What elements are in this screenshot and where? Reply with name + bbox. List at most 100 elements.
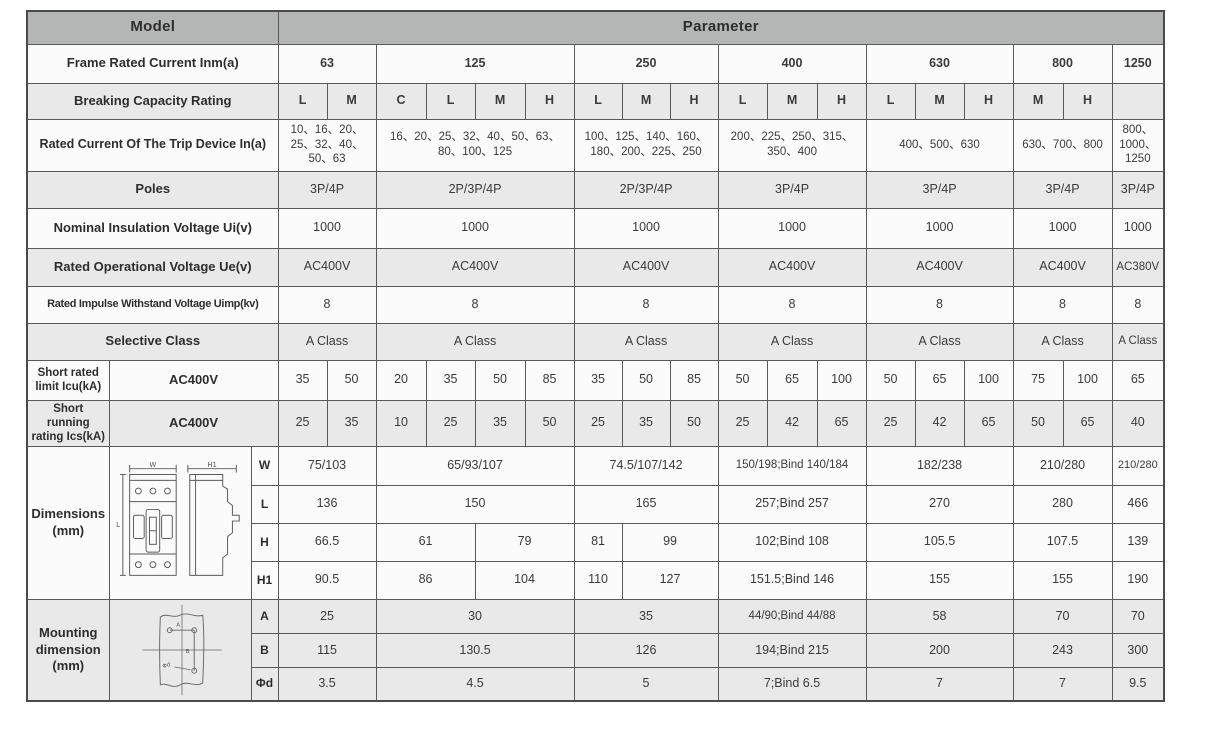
- dim-w-cell: 74.5/107/142: [573, 445, 719, 486]
- dim-h-cell: 99: [621, 522, 719, 562]
- mount-b-cell: 200: [865, 633, 1014, 668]
- breaking-grade-cell: H: [963, 82, 1014, 120]
- poles-value-cell: 3P/4P: [277, 170, 377, 209]
- dim-h1-cell: 151.5;Bind 146: [717, 560, 867, 600]
- uimp-value-cell: 8: [717, 285, 867, 324]
- ics-value-cell: 50: [1012, 399, 1064, 447]
- header-row: Model Parameter: [26, 10, 1165, 45]
- ics-value-cell: 50: [669, 399, 719, 447]
- mount-b-cell: 243: [1012, 633, 1113, 668]
- breaking-grade-cell: H: [1062, 82, 1113, 120]
- dim-h-cell: 107.5: [1012, 522, 1113, 562]
- ui-value-cell: 1000: [277, 207, 377, 249]
- model-header-cell: Model: [26, 10, 279, 45]
- ics-value-cell: 65: [1062, 399, 1113, 447]
- mount-d-cell: 5: [573, 666, 719, 702]
- icu-value-cell: 65: [766, 359, 818, 401]
- dim-h1-cell: 155: [865, 560, 1014, 600]
- poles-value-cell: 3P/4P: [1111, 170, 1165, 209]
- icu-value-cell: 50: [865, 359, 916, 401]
- mount-d-cell: 3.5: [277, 666, 377, 702]
- dim-w-cell: 210/280: [1012, 445, 1113, 486]
- diagram-l-label: L: [116, 521, 120, 529]
- mount-b-cell: 130.5: [375, 633, 575, 668]
- dim-l-cell: 150: [375, 484, 575, 524]
- ui-value-cell: 1000: [865, 207, 1014, 249]
- selective-value-cell: A Class: [717, 322, 867, 361]
- selective-row-label: Selective Class: [26, 322, 279, 361]
- trip-current-row: Rated Current Of The Trip Device In(a) 1…: [26, 118, 1165, 172]
- mount-a-cell: 35: [573, 598, 719, 635]
- mounting-hole-diagram: A B Φd: [141, 604, 222, 695]
- dim-l-cell: 280: [1012, 484, 1113, 524]
- dim-l-cell: 466: [1111, 484, 1165, 524]
- mount-b-label: B: [185, 648, 189, 654]
- spec-table: Model Parameter Frame Rated Current Inm(…: [26, 10, 1166, 702]
- mount-d-row: Φd 3.5 4.5 5 7;Bind 6.5 7 7 9.5: [27, 666, 1165, 702]
- ics-value-cell: 35: [621, 399, 671, 447]
- mount-a-cell: 30: [375, 598, 575, 635]
- poles-row-label: Poles: [26, 170, 279, 209]
- ics-row: Short running rating Ics(kA) AC400V 25 3…: [26, 399, 1165, 447]
- ics-value-cell: 42: [914, 399, 965, 447]
- mount-b-cell: 126: [573, 633, 719, 668]
- trip-value-cell: 16、20、25、32、40、50、63、80、100、125: [375, 118, 575, 172]
- breaking-grade-cell: M: [914, 82, 965, 120]
- ics-value-cell: 50: [524, 399, 575, 447]
- breaking-grade-cell: L: [425, 82, 476, 120]
- frame-value-cell: 800: [1012, 43, 1113, 84]
- breaking-capacity-row: Breaking Capacity Rating L M C L M H L M…: [26, 82, 1165, 120]
- dim-h1-cell: 110: [573, 560, 623, 600]
- breaking-grade-cell: C: [375, 82, 427, 120]
- mount-b-cell: 194;Bind 215: [717, 633, 867, 668]
- mount-d-cell: 7;Bind 6.5: [717, 666, 867, 702]
- breaking-grade-cell: M: [474, 82, 526, 120]
- ics-value-cell: 10: [375, 399, 427, 447]
- ui-value-cell: 1000: [717, 207, 867, 249]
- icu-value-cell: 35: [277, 359, 328, 401]
- mount-a-cell: 25: [277, 598, 377, 635]
- icu-value-cell: 100: [816, 359, 867, 401]
- icu-row: Short rated limit Icu(kA) AC400V 35 50 2…: [26, 359, 1165, 401]
- mount-a-cell: 70: [1111, 598, 1165, 635]
- poles-value-cell: 3P/4P: [865, 170, 1014, 209]
- breaking-grade-cell: L: [573, 82, 623, 120]
- icu-condition-cell: AC400V: [108, 359, 279, 401]
- ui-value-cell: 1000: [1111, 207, 1165, 249]
- dim-l-cell: 165: [573, 484, 719, 524]
- mounting-row-label: Mounting dimension (mm): [26, 598, 110, 702]
- spec-table-wrap: Model Parameter Frame Rated Current Inm(…: [26, 10, 1166, 702]
- ue-row-label: Rated Operational Voltage Ue(v): [26, 247, 279, 287]
- trip-value-cell: 100、125、140、160、180、200、225、250: [573, 118, 719, 172]
- dim-h1-cell: 155: [1012, 560, 1113, 600]
- dim-w-cell: 65/93/107: [375, 445, 575, 486]
- impulse-voltage-row: Rated Impulse Withstand Voltage Uimp(kv)…: [26, 285, 1165, 324]
- ics-value-cell: 25: [277, 399, 328, 447]
- ue-value-cell: AC400V: [277, 247, 377, 287]
- mount-d-cell: 7: [1012, 666, 1113, 702]
- breaking-grade-cell: [1111, 82, 1165, 120]
- dim-h-cell: 81: [573, 522, 623, 562]
- icu-value-cell: 50: [717, 359, 768, 401]
- dim-w-cell: 150/198;Bind 140/184: [717, 445, 867, 486]
- mount-d-cell: 9.5: [1111, 666, 1165, 702]
- ue-value-cell: AC400V: [573, 247, 719, 287]
- ics-value-cell: 40: [1111, 399, 1165, 447]
- breaking-grade-cell: M: [326, 82, 377, 120]
- operational-voltage-row: Rated Operational Voltage Ue(v) AC400V A…: [26, 247, 1165, 287]
- frame-row-label: Frame Rated Current Inm(a): [26, 43, 279, 84]
- uimp-value-cell: 8: [277, 285, 377, 324]
- mount-a-label: A: [176, 622, 180, 628]
- parameter-header-cell: Parameter: [277, 10, 1165, 45]
- dim-h1-cell: 104: [474, 560, 575, 600]
- breaking-row-label: Breaking Capacity Rating: [26, 82, 279, 120]
- uimp-value-cell: 8: [865, 285, 1014, 324]
- dim-h-cell: 105.5: [865, 522, 1014, 562]
- dim-sub-label: H1: [250, 560, 279, 600]
- ics-value-cell: 35: [474, 399, 526, 447]
- dim-w-cell: 75/103: [277, 445, 377, 486]
- icu-value-cell: 75: [1012, 359, 1064, 401]
- selective-value-cell: A Class: [277, 322, 377, 361]
- poles-row: Poles 3P/4P 2P/3P/4P 2P/3P/4P 3P/4P 3P/4…: [26, 170, 1165, 209]
- mount-phid-label: Φd: [161, 661, 171, 669]
